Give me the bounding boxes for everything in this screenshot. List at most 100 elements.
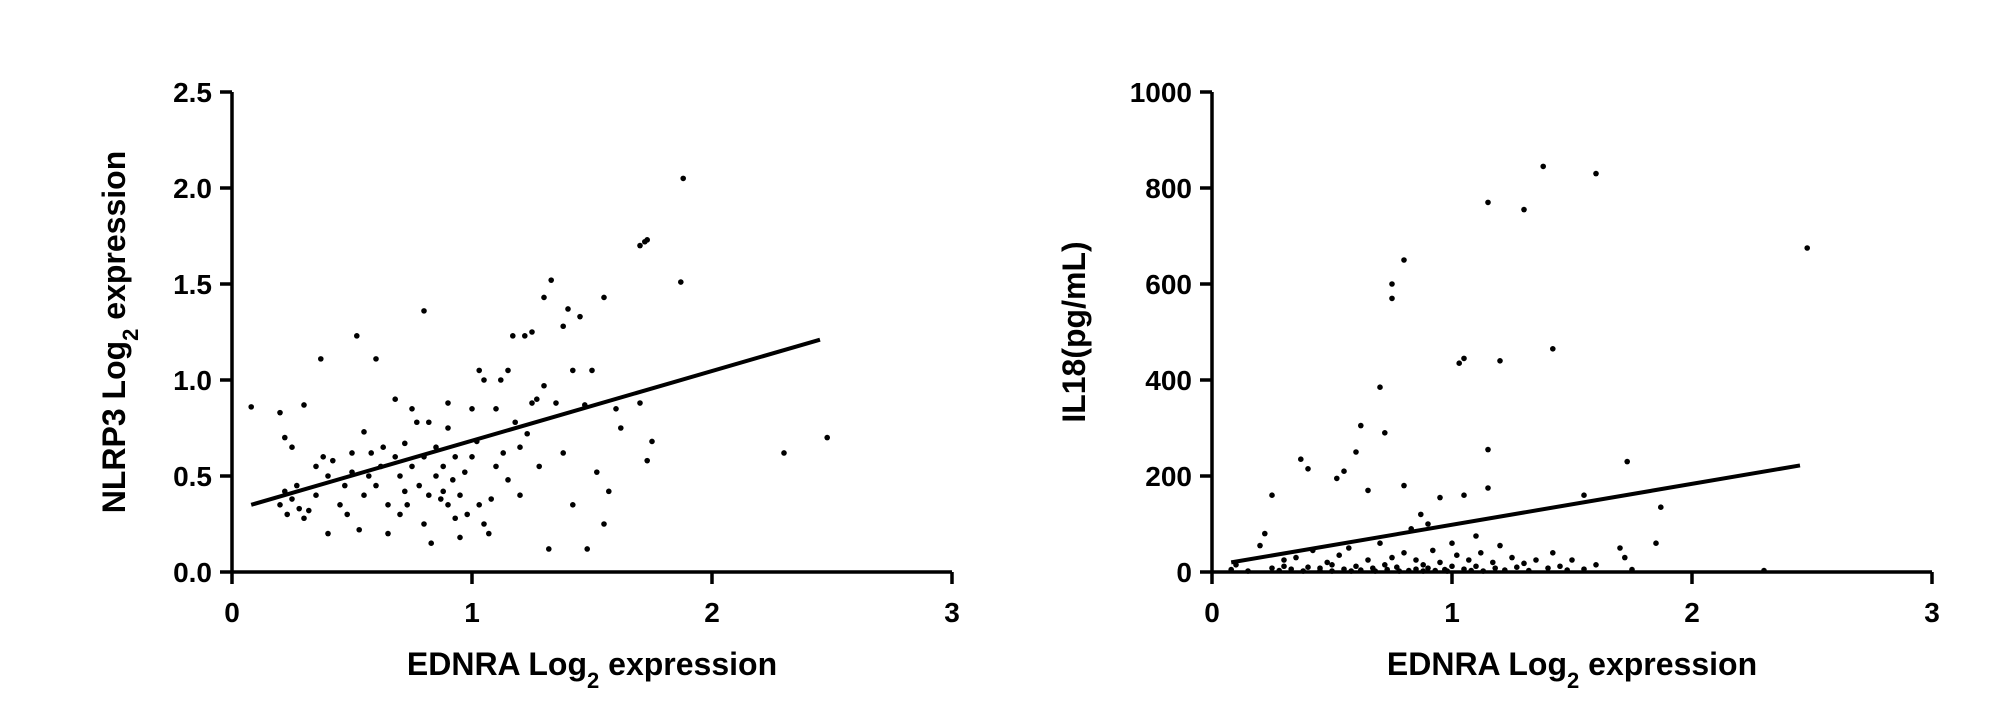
data-point bbox=[493, 463, 499, 470]
data-point bbox=[445, 502, 451, 508]
data-point bbox=[426, 419, 432, 426]
data-point bbox=[1569, 557, 1575, 563]
data-point bbox=[366, 473, 372, 479]
data-point bbox=[1653, 540, 1659, 546]
data-point bbox=[1617, 545, 1623, 551]
data-point bbox=[1497, 542, 1503, 549]
data-point bbox=[421, 308, 427, 314]
data-point bbox=[1401, 257, 1407, 263]
data-point bbox=[824, 434, 830, 441]
data-point bbox=[313, 463, 319, 470]
data-point bbox=[440, 463, 447, 470]
data-point bbox=[318, 356, 324, 362]
data-point bbox=[517, 444, 523, 451]
data-point bbox=[1545, 565, 1551, 571]
data-point bbox=[546, 546, 552, 552]
y-axis-title-main: IL18(pg/mL) bbox=[1056, 241, 1092, 422]
data-point bbox=[529, 329, 535, 335]
data-point bbox=[1425, 521, 1431, 527]
y-tick-label: 800 bbox=[1145, 173, 1192, 204]
data-point bbox=[385, 530, 391, 537]
data-point bbox=[313, 492, 319, 499]
x-tick-label: 2 bbox=[1684, 597, 1700, 628]
data-point bbox=[510, 333, 516, 339]
y-ticks: 0.0 0.5 1.0 1.5 2.0 2.5 bbox=[173, 77, 232, 588]
data-point bbox=[1382, 430, 1388, 436]
x-tick-label: 1 bbox=[1444, 597, 1460, 628]
data-point bbox=[248, 404, 254, 410]
data-point bbox=[433, 473, 439, 479]
data-point bbox=[402, 488, 408, 495]
data-point bbox=[392, 454, 399, 460]
data-point bbox=[601, 294, 607, 301]
data-point bbox=[296, 505, 303, 512]
data-point bbox=[1540, 163, 1546, 170]
data-point bbox=[1622, 554, 1628, 561]
x-axis-title-main: EDNRA Log bbox=[1387, 646, 1567, 682]
x-tick-label: 2 bbox=[704, 597, 720, 628]
data-point bbox=[1473, 563, 1479, 570]
y-axis-title: IL18(pg/mL) bbox=[1056, 241, 1092, 422]
data-point bbox=[306, 507, 312, 514]
y-tick-label: 0 bbox=[1176, 557, 1192, 588]
data-point bbox=[1478, 550, 1484, 556]
data-point bbox=[464, 511, 471, 518]
data-point bbox=[344, 511, 351, 518]
data-point bbox=[1353, 563, 1359, 570]
data-point bbox=[649, 438, 655, 445]
y-tick-label: 2.5 bbox=[173, 77, 212, 108]
data-point bbox=[1485, 199, 1491, 206]
data-point bbox=[522, 333, 528, 339]
data-point bbox=[606, 488, 612, 495]
data-point bbox=[1353, 449, 1359, 455]
x-ticks: 0 1 2 3 bbox=[224, 572, 960, 628]
data-point bbox=[1420, 562, 1426, 568]
x-tick-label: 3 bbox=[1924, 597, 1940, 628]
data-point bbox=[289, 496, 295, 502]
data-point bbox=[452, 515, 459, 522]
data-point bbox=[1358, 422, 1364, 429]
data-point bbox=[1257, 542, 1263, 549]
data-point bbox=[1550, 346, 1556, 352]
y-ticks: 0 200 400 600 800 1000 bbox=[1130, 77, 1212, 588]
data-point bbox=[1509, 554, 1515, 561]
data-point bbox=[462, 469, 468, 475]
data-point bbox=[1418, 511, 1424, 518]
data-point bbox=[1341, 468, 1347, 475]
x-axis-title: EDNRA Log2 expression bbox=[1387, 646, 1757, 693]
data-point bbox=[560, 450, 566, 456]
data-point bbox=[1365, 487, 1371, 494]
data-point bbox=[1401, 550, 1407, 556]
data-point bbox=[469, 454, 475, 460]
data-point bbox=[644, 457, 650, 464]
data-point bbox=[1377, 384, 1383, 391]
data-point bbox=[289, 444, 295, 451]
data-point bbox=[342, 482, 348, 489]
data-point bbox=[1305, 564, 1311, 570]
data-point bbox=[1454, 552, 1460, 558]
data-point bbox=[397, 473, 403, 479]
x-tick-label: 1 bbox=[464, 597, 480, 628]
data-point bbox=[488, 496, 495, 502]
data-point bbox=[1336, 552, 1342, 558]
data-point bbox=[1557, 563, 1563, 570]
data-point bbox=[1593, 170, 1599, 177]
data-point bbox=[1437, 494, 1443, 501]
data-point bbox=[1473, 533, 1479, 539]
data-point bbox=[320, 454, 327, 460]
data-point bbox=[284, 511, 291, 518]
data-point bbox=[421, 521, 427, 527]
data-point bbox=[1281, 557, 1287, 563]
x-axis-title-subscript: 2 bbox=[1567, 668, 1579, 693]
data-point bbox=[584, 546, 590, 552]
data-point bbox=[1521, 560, 1527, 567]
data-point bbox=[481, 521, 487, 527]
data-point bbox=[416, 482, 423, 489]
y-tick-label: 1000 bbox=[1130, 77, 1192, 108]
data-point bbox=[1389, 281, 1395, 287]
data-point bbox=[392, 396, 399, 403]
data-point bbox=[1490, 559, 1496, 566]
data-point bbox=[1334, 475, 1340, 482]
data-point bbox=[469, 406, 475, 412]
